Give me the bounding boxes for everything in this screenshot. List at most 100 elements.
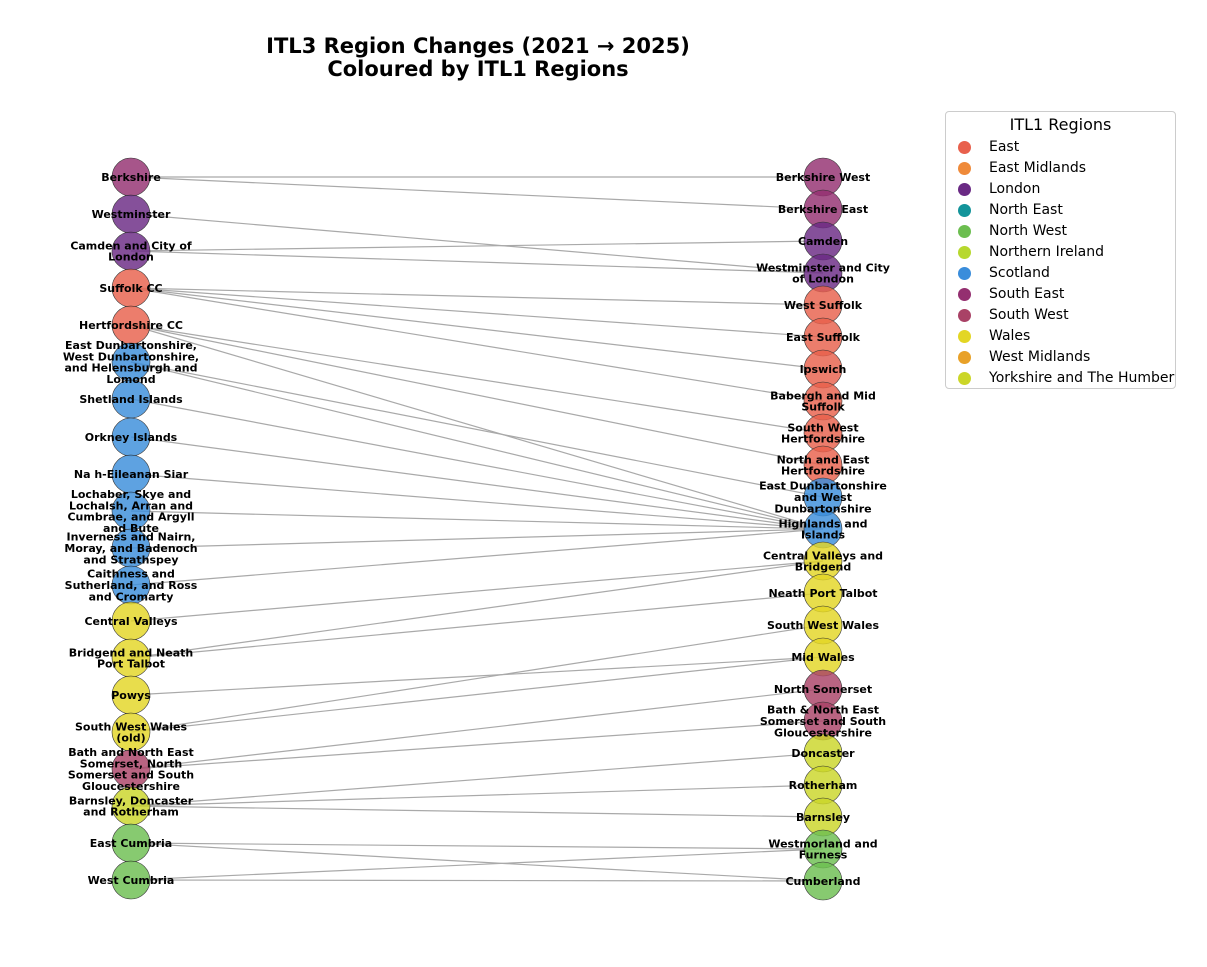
node-label-central-valleys-bridgend: Central Valleys and Bridgend bbox=[763, 549, 883, 573]
legend-label: London bbox=[989, 181, 1041, 197]
legend-title: ITL1 Regions bbox=[1009, 115, 1112, 134]
edge-caithness-to-highlands-islands bbox=[130, 528, 824, 586]
legend-marker bbox=[958, 371, 971, 385]
legend-label: West Midlands bbox=[989, 349, 1091, 365]
legend-label: North West bbox=[989, 223, 1068, 239]
node-label-east-suffolk: East Suffolk bbox=[786, 331, 861, 344]
edge-banes-old-to-banes-new bbox=[130, 720, 824, 770]
legend-item: North West bbox=[958, 221, 1067, 241]
edge-sw-wales-old-to-mid-wales bbox=[130, 656, 824, 733]
edge-barnsley-doncaster-to-doncaster bbox=[130, 752, 824, 807]
node-label-shetland: Shetland Islands bbox=[79, 393, 183, 406]
edge-east-dunbartonshire-old-to-east-dunbartonshire-new bbox=[130, 361, 824, 498]
edge-herts-cc-to-highlands-islands bbox=[130, 324, 824, 530]
node-label-rotherham: Rotherham bbox=[789, 779, 858, 792]
edge-camden-city-to-camden bbox=[130, 240, 824, 252]
edge-banes-old-to-north-somerset bbox=[130, 688, 824, 770]
node-label-sw-herts: South West Hertfordshire bbox=[781, 421, 865, 445]
node-label-inverness: Inverness and Nairn, Moray, and Badenoch a… bbox=[64, 531, 197, 567]
node-label-bridgend-neath: Bridgend and Neath Port Talbot bbox=[69, 646, 193, 670]
node-label-berkshire-east: Berkshire East bbox=[778, 203, 868, 216]
node-label-eilean-siar: Na h-Eileanan Siar bbox=[74, 468, 189, 481]
legend-label: Wales bbox=[989, 328, 1031, 344]
node-label-powys: Powys bbox=[111, 689, 151, 702]
node-label-westminster-city: Westminster and City of London bbox=[756, 261, 890, 285]
node-label-camden-city: Camden and City of London bbox=[70, 239, 192, 263]
legend-item: Northern Ireland bbox=[958, 242, 1104, 262]
node-label-cumberland: Cumberland bbox=[785, 875, 860, 888]
node-label-orkney: Orkney Islands bbox=[85, 431, 178, 444]
node-label-sw-wales: South West Wales bbox=[767, 619, 879, 632]
edge-east-cumbria-to-westmorland bbox=[130, 842, 824, 850]
legend-item: South West bbox=[958, 305, 1069, 325]
legend-marker bbox=[958, 203, 971, 217]
legend-marker bbox=[958, 329, 971, 343]
edge-berkshire-to-berkshire-east bbox=[130, 176, 824, 210]
legend-item: Scotland bbox=[958, 263, 1050, 283]
legend-item: Yorkshire and The Humber bbox=[958, 368, 1174, 388]
node-label-caithness: Caithness and Sutherland, and Ross and Cro… bbox=[65, 568, 198, 604]
legend-marker bbox=[958, 287, 971, 301]
node-label-barnsley-doncaster: Barnsley, Doncaster and Rotherham bbox=[69, 794, 194, 818]
legend-marker bbox=[958, 308, 971, 322]
edge-inverness-to-highlands-islands bbox=[130, 528, 824, 549]
edge-barnsley-doncaster-to-barnsley bbox=[130, 805, 824, 818]
edge-suffolk-cc-to-ipswich bbox=[130, 287, 824, 370]
chart-title-line-1: ITL3 Region Changes (2021 → 2025) bbox=[266, 34, 690, 58]
node-label-berkshire-west: Berkshire West bbox=[776, 171, 870, 184]
node-label-west-cumbria: West Cumbria bbox=[88, 874, 175, 887]
node-label-banes-old: Bath and North East Somerset, North Somers… bbox=[68, 746, 194, 793]
edge-camden-city-to-westminster-city bbox=[130, 250, 824, 274]
node-label-neath-pt: Neath Port Talbot bbox=[768, 587, 877, 600]
legend-label: East bbox=[989, 139, 1020, 155]
node-circles bbox=[111, 157, 843, 901]
edge-layer bbox=[130, 176, 824, 882]
node-label-sw-wales-old: South West Wales (old) bbox=[75, 720, 187, 744]
legend-item: East bbox=[958, 137, 1019, 157]
legend-label: South West bbox=[989, 307, 1069, 323]
legend-marker bbox=[958, 266, 971, 280]
edge-east-dunbartonshire-old-to-highlands-islands bbox=[130, 361, 824, 530]
legend-label: Yorkshire and The Humber bbox=[989, 370, 1175, 386]
node-label-herts-cc: Hertfordshire CC bbox=[79, 319, 183, 332]
node-label-westmorland: Westmorland and Furness bbox=[768, 837, 877, 861]
legend-label: North East bbox=[989, 202, 1063, 218]
edge-suffolk-cc-to-babergh bbox=[130, 287, 824, 402]
legend-item: West Midlands bbox=[958, 347, 1090, 367]
node-label-babergh: Babergh and Mid Suffolk bbox=[770, 389, 876, 413]
legend-label: Northern Ireland bbox=[989, 244, 1105, 260]
legend-marker bbox=[958, 182, 971, 196]
legend-label: South East bbox=[989, 286, 1065, 302]
edge-sw-wales-old-to-sw-wales bbox=[130, 624, 824, 733]
legend-marker bbox=[958, 224, 971, 238]
node-label-ipswich: Ipswich bbox=[800, 363, 847, 376]
node-label-lochaber: Lochaber, Skye and Lochalsh, Arran and Cum… bbox=[67, 488, 194, 535]
edge-powys-to-mid-wales bbox=[130, 656, 824, 696]
legend-item: South East bbox=[958, 284, 1064, 304]
edge-lochaber-to-highlands-islands bbox=[130, 510, 824, 530]
node-label-camden: Camden bbox=[798, 235, 848, 248]
node-label-north-somerset: North Somerset bbox=[774, 683, 872, 696]
edge-shetland-to-highlands-islands bbox=[130, 398, 824, 530]
node-label-east-dunbartonshire-new: East Dunbartonshire and West Dunbartonshir… bbox=[759, 480, 887, 516]
legend-label: East Midlands bbox=[989, 160, 1087, 176]
edge-bridgend-neath-to-central-valleys-bridgend bbox=[130, 560, 824, 659]
legend-marker bbox=[958, 161, 971, 175]
edge-central-valleys-to-central-valleys-bridgend bbox=[130, 560, 824, 622]
edge-west-cumbria-to-westmorland bbox=[130, 848, 824, 881]
legend-marker bbox=[958, 350, 971, 364]
legend-label: Scotland bbox=[989, 265, 1050, 281]
legend-item: East Midlands bbox=[958, 158, 1086, 178]
edge-barnsley-doncaster-to-rotherham bbox=[130, 784, 824, 807]
edge-westminster-to-westminster-city bbox=[130, 213, 824, 274]
node-label-barnsley: Barnsley bbox=[796, 811, 850, 824]
edge-east-cumbria-to-cumberland bbox=[130, 842, 824, 882]
edge-suffolk-cc-to-east-suffolk bbox=[130, 287, 824, 338]
node-label-westminster: Westminster bbox=[92, 208, 171, 221]
edge-eilean-siar-to-highlands-islands bbox=[130, 473, 824, 530]
edge-west-cumbria-to-cumberland bbox=[130, 879, 824, 882]
node-label-west-suffolk: West Suffolk bbox=[784, 299, 863, 312]
node-label-berkshire: Berkshire bbox=[101, 171, 161, 184]
node-label-ne-herts: North and East Hertfordshire bbox=[777, 453, 870, 477]
legend-marker bbox=[958, 245, 971, 259]
